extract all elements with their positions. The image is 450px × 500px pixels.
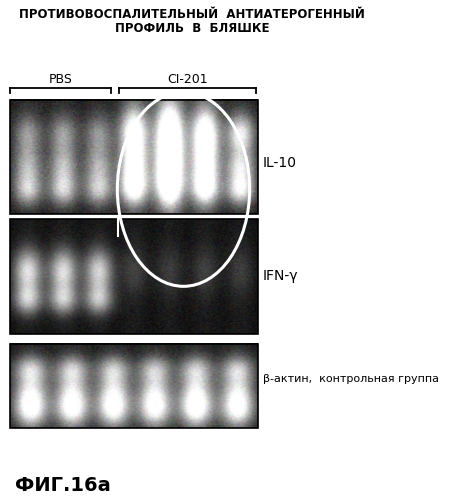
Text: ПРОФИЛЬ  В  БЛЯШКЕ: ПРОФИЛЬ В БЛЯШКЕ — [115, 22, 269, 35]
Bar — [10, 100, 258, 214]
Text: IFN-γ: IFN-γ — [263, 270, 298, 283]
Bar — [10, 219, 258, 334]
Text: β-актин,  контрольная группа: β-актин, контрольная группа — [263, 374, 439, 384]
Text: CI-201: CI-201 — [167, 72, 208, 86]
Text: IL-10: IL-10 — [263, 156, 297, 170]
Text: ФИГ.16а: ФИГ.16а — [15, 476, 111, 495]
Text: ПРОТИВОВОСПАЛИТЕЛЬНЫЙ  АНТИАТЕРОГЕННЫЙ: ПРОТИВОВОСПАЛИТЕЛЬНЫЙ АНТИАТЕРОГЕННЫЙ — [19, 8, 365, 21]
Bar — [10, 344, 258, 428]
Text: PBS: PBS — [49, 72, 72, 86]
